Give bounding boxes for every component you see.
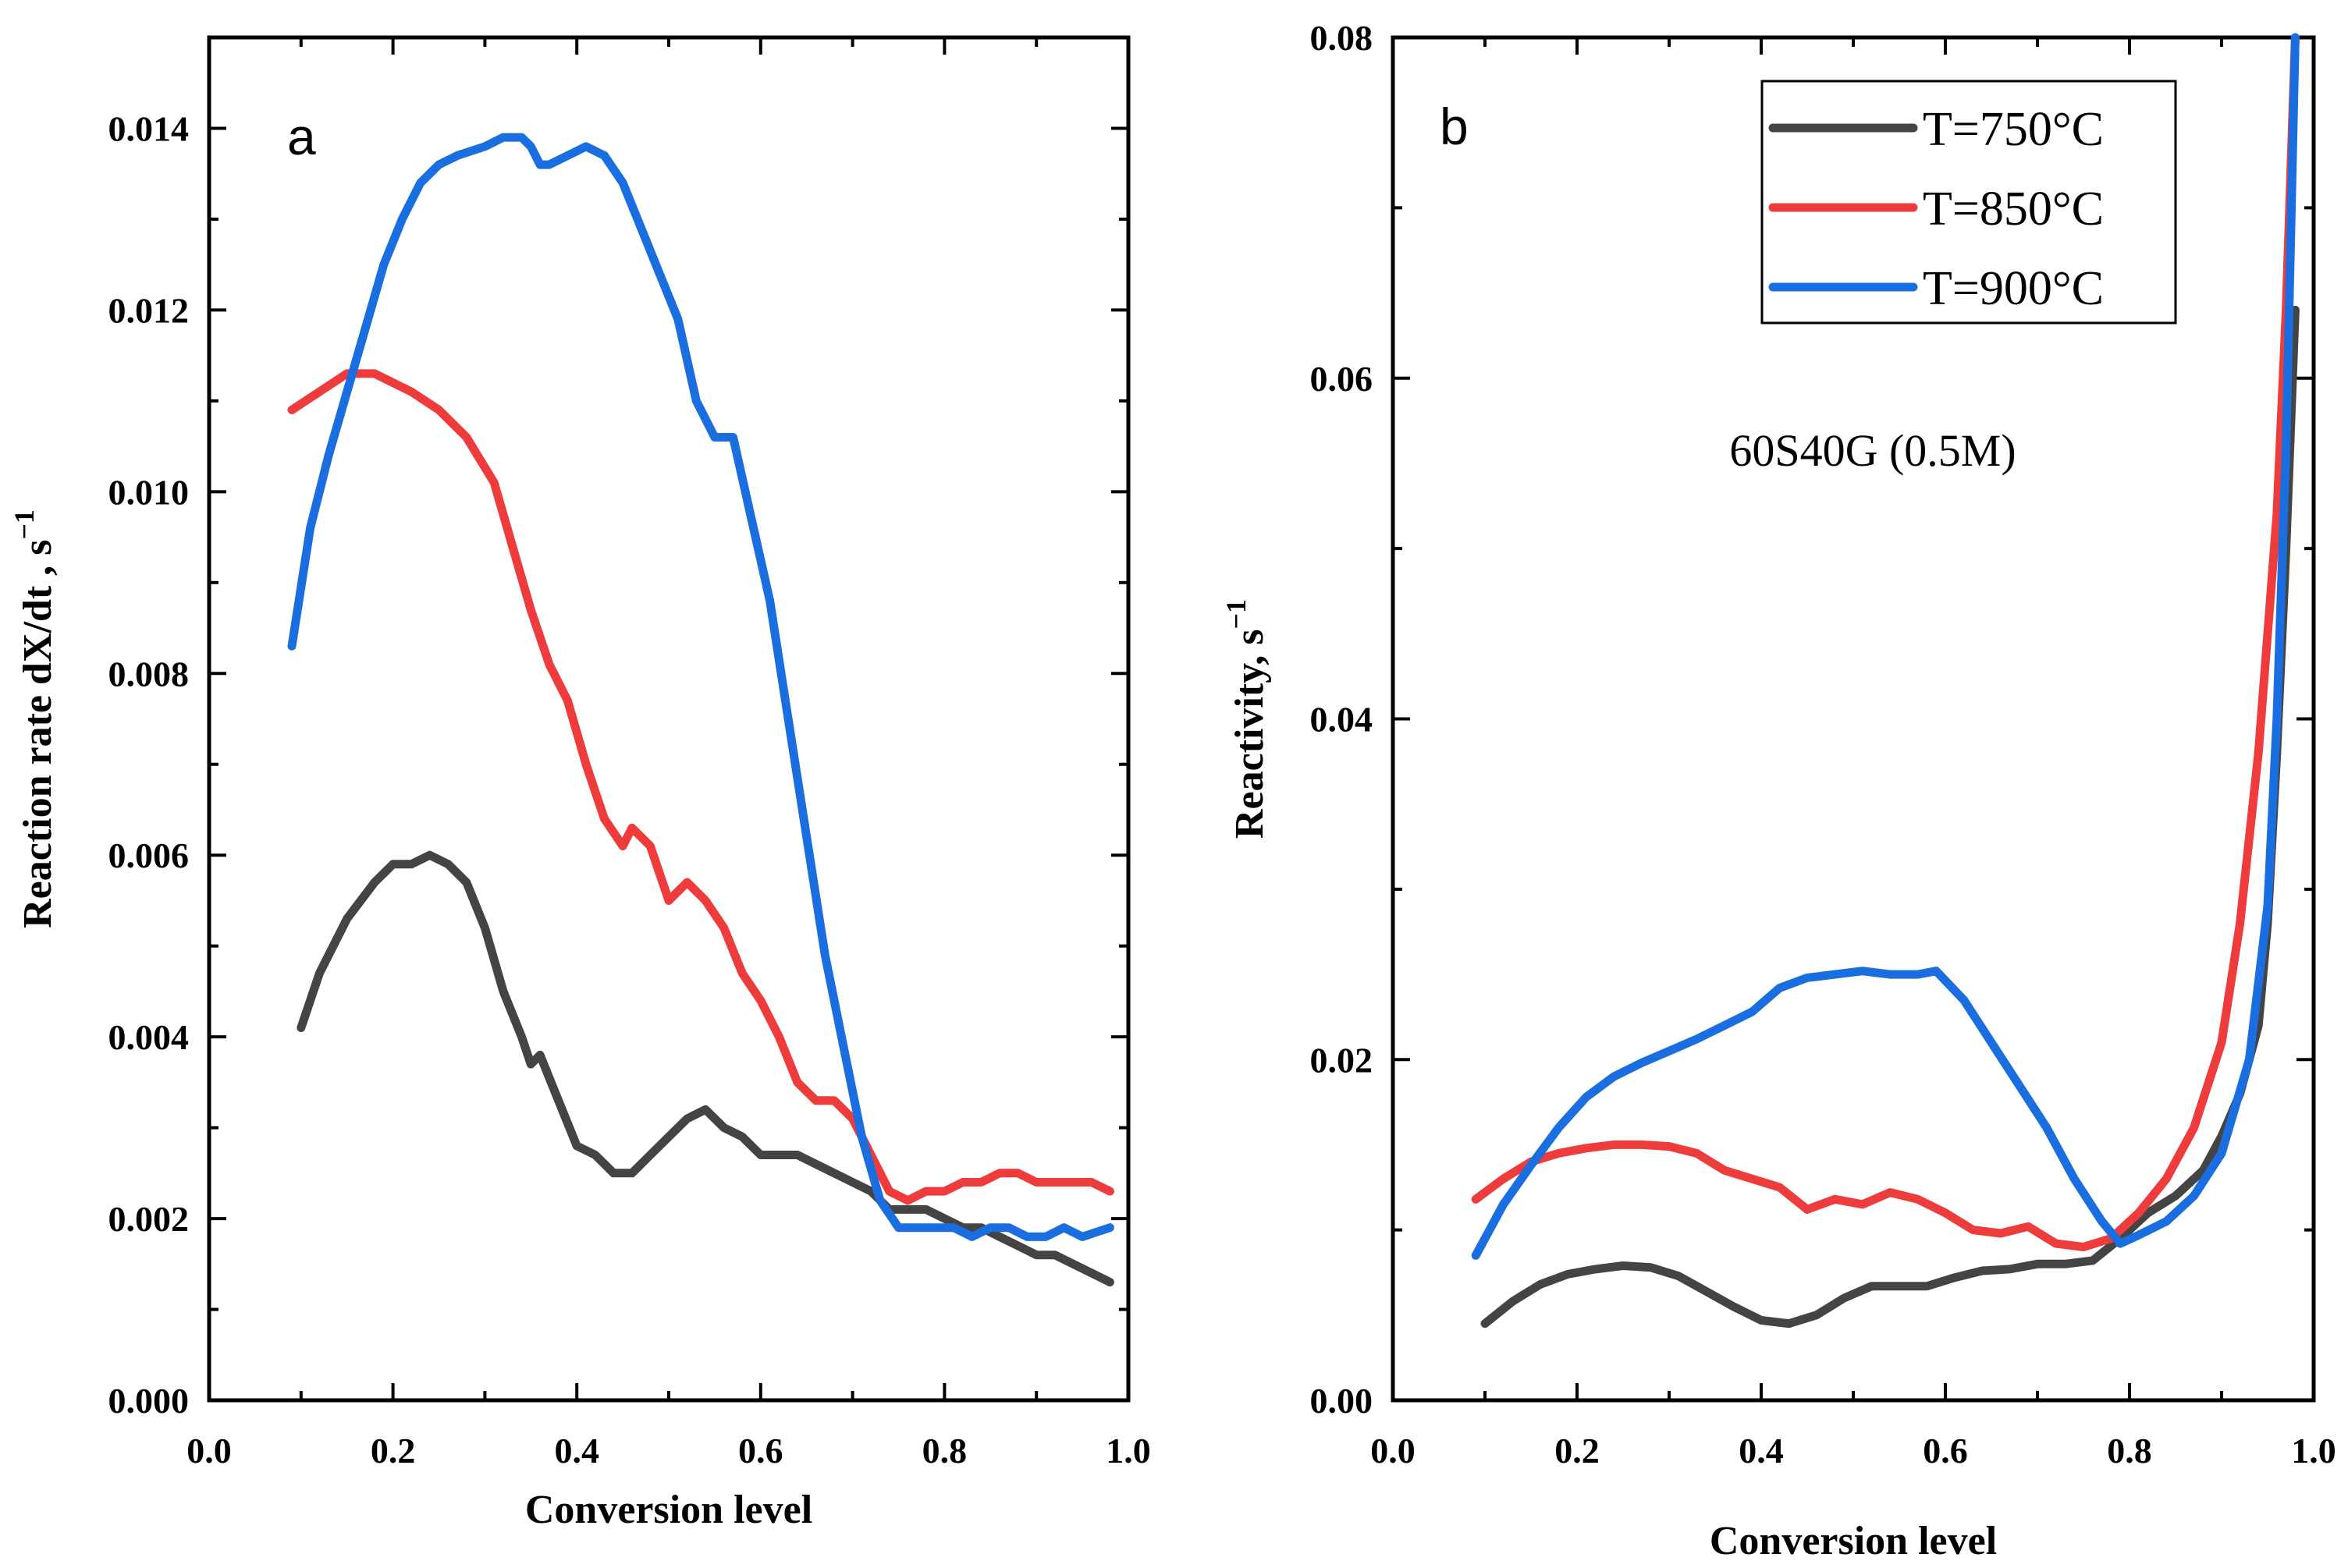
panel-a-y-tick-label: 0.000 [108,1381,190,1421]
panel-a-x-tick-label: 0.0 [186,1431,232,1470]
panel-b-legend-label-2: T=850°C [1923,183,2104,236]
panel-b-y-tick-label: 0.06 [1310,359,1373,399]
panel-b-y-axis-title: Reactivity, s−1 [1220,599,1272,839]
panel-b-y-tick-label: 0.08 [1310,18,1373,58]
panel-b-y-tick-label: 0.00 [1310,1381,1373,1421]
panel-a-y-tick-label: 0.004 [108,1017,190,1057]
panel-b-y-tick-label: 0.02 [1310,1040,1373,1080]
panel-b-x-tick-label: 0.0 [1370,1431,1416,1470]
panel-b-x-tick-label: 1.0 [2291,1431,2336,1470]
panel-b-x-tick-label: 0.4 [1739,1431,1784,1470]
panel-b-panel-tag: b [1440,98,1469,155]
panel-a-y-tick-label: 0.002 [108,1199,190,1239]
panel-a-x-tick-label: 1.0 [1106,1431,1151,1470]
panel-b-x-tick-label: 0.8 [2107,1431,2152,1470]
panel-b-x-axis-title: Conversion level [1710,1519,1997,1563]
panel-b-x-tick-label: 0.6 [1923,1431,1968,1470]
panel-a-y-tick-label: 0.012 [108,290,190,330]
panel-b-y-tick-label: 0.04 [1310,700,1373,740]
panel-a-y-tick-label: 0.014 [108,108,190,148]
panel-b-legend-label-1: T=750°C [1923,103,2104,156]
chart-canvas: 0.0 0.2 0.4 0.6 0.8 1.0 0.000 0.002 0.004 0.006 0.… [0,0,2348,1568]
panel-a-y-axis-title: Reaction rate dX/dt , s−1 [9,509,60,928]
panel-a-x-tick-label: 0.2 [371,1431,416,1470]
panel-a-x-tick-label: 0.4 [554,1431,599,1470]
panel-a-x-tick-label: 0.8 [922,1431,968,1470]
panel-a-panel-tag: a [287,108,316,165]
panel-a-y-tick-label: 0.010 [108,472,190,512]
panel-b-x-tick-label: 0.2 [1554,1431,1600,1470]
panel-b-legend: T=750°C T=850°C T=900°C [1762,81,2176,323]
panel-a-y-tick-label: 0.006 [108,835,190,875]
panel-b-annotation: 60S40G (0.5M) [1729,425,2016,476]
panel-a-x-tick-label: 0.6 [738,1431,783,1470]
panel-a-x-axis-title: Conversion level [525,1488,812,1532]
panel-b-legend-label-3: T=900°C [1923,262,2104,315]
panel-a-y-tick-label: 0.008 [108,654,190,694]
